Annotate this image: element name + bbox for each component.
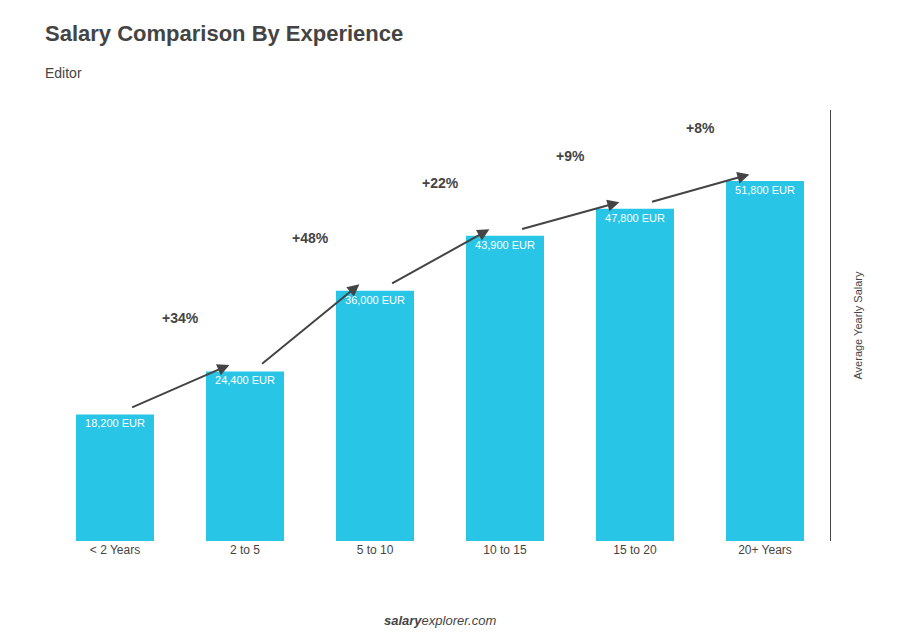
svg-text:15 to 20: 15 to 20 bbox=[613, 543, 657, 557]
svg-text:47,800 EUR: 47,800 EUR bbox=[605, 212, 665, 224]
svg-text:+9%: +9% bbox=[556, 148, 585, 164]
svg-text:Editor: Editor bbox=[45, 65, 82, 81]
svg-text:Salary Comparison By Experienc: Salary Comparison By Experience bbox=[45, 21, 403, 46]
svg-text:20+ Years: 20+ Years bbox=[738, 543, 792, 557]
svg-text:43,900 EUR: 43,900 EUR bbox=[475, 239, 535, 251]
svg-text:2 to 5: 2 to 5 bbox=[230, 543, 260, 557]
svg-text:18,200 EUR: 18,200 EUR bbox=[85, 417, 145, 429]
svg-text:< 2 Years: < 2 Years bbox=[90, 543, 140, 557]
svg-text:51,800 EUR: 51,800 EUR bbox=[735, 184, 795, 196]
svg-text:salaryexplorer.com: salaryexplorer.com bbox=[384, 613, 496, 628]
svg-text:36,000 EUR: 36,000 EUR bbox=[345, 294, 405, 306]
svg-text:+22%: +22% bbox=[422, 175, 459, 191]
svg-text:+48%: +48% bbox=[292, 230, 329, 246]
svg-text:+8%: +8% bbox=[686, 120, 715, 136]
svg-text:24,400 EUR: 24,400 EUR bbox=[215, 374, 275, 386]
svg-text:5 to 10: 5 to 10 bbox=[357, 543, 394, 557]
svg-text:10 to 15: 10 to 15 bbox=[483, 543, 527, 557]
svg-text:Average Yearly Salary: Average Yearly Salary bbox=[852, 271, 864, 380]
svg-text:+34%: +34% bbox=[162, 310, 199, 326]
